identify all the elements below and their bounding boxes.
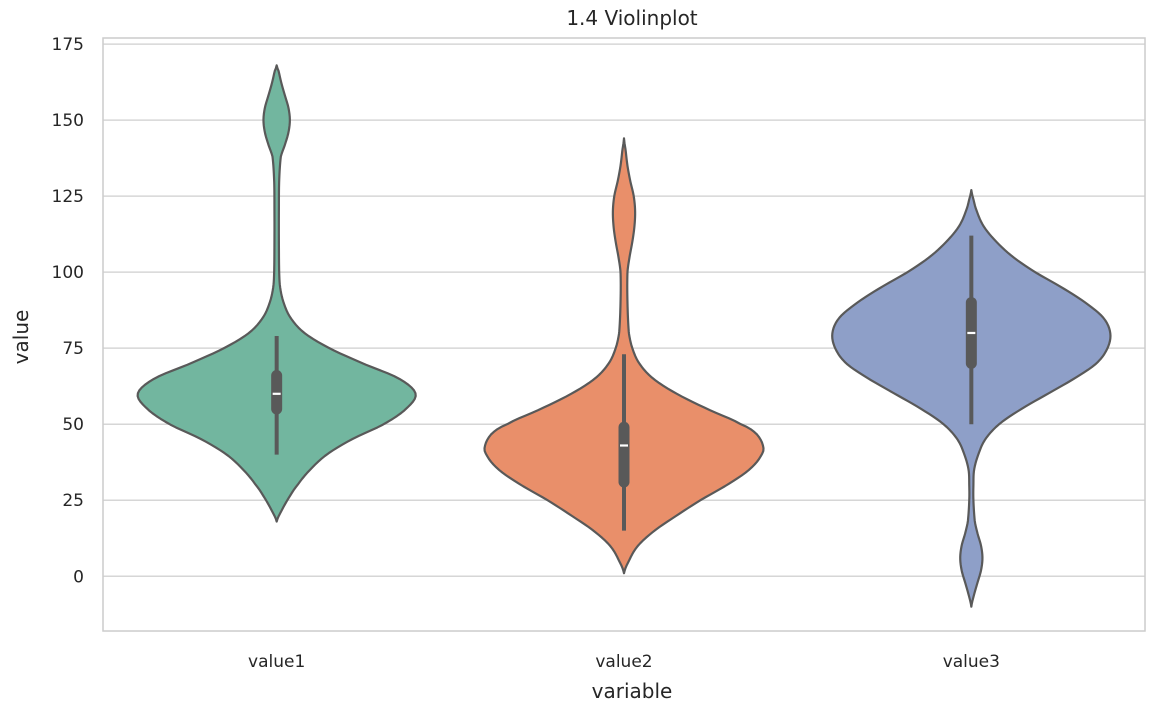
violin-value1 [136, 64, 417, 523]
plot-frame [102, 37, 1146, 632]
y-tick-label: 75 [62, 339, 84, 359]
y-tick-label: 175 [52, 35, 84, 55]
y-tick-label: 25 [62, 491, 84, 511]
y-tick-label: 0 [73, 567, 84, 587]
y-axis-title: value [9, 310, 33, 365]
violins [136, 64, 1112, 608]
x-tick-labels: value1 value2 value3 [248, 652, 1000, 672]
chart-title: 1.4 Violinplot [566, 6, 697, 30]
y-tick-label: 100 [52, 263, 84, 283]
y-tick-label: 125 [52, 187, 84, 207]
x-tick-label: value1 [248, 652, 305, 672]
violin-value3 [831, 188, 1112, 608]
x-tick-label: value2 [595, 652, 652, 672]
y-tick-label: 150 [52, 111, 84, 131]
violin-value2 [483, 137, 765, 575]
y-tick-labels: 0 25 50 75 100 125 150 175 [52, 35, 84, 587]
violin-body [136, 64, 417, 523]
x-axis-title: variable [592, 679, 673, 703]
y-tick-label: 50 [62, 415, 84, 435]
x-tick-label: value3 [943, 652, 1000, 672]
